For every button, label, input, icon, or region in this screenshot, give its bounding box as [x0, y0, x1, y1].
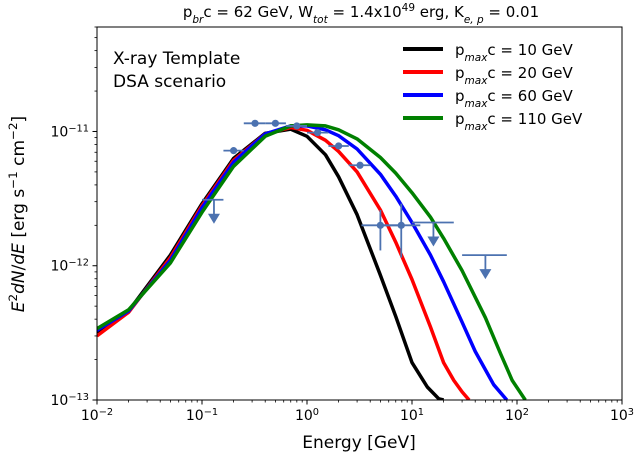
legend-item-1: pmaxc = 10 GeV [403, 41, 573, 64]
x-tick-label: 101 [400, 407, 424, 425]
x-tick-label: 103 [610, 407, 634, 425]
data-point-3 [265, 119, 286, 127]
plot-frame [96, 26, 623, 401]
data-marker [251, 119, 259, 127]
annotation-line-2: DSA scenario [113, 72, 226, 92]
upper-limit-1 [202, 198, 224, 224]
data-point-4 [285, 122, 307, 130]
legend-item-4: pmaxc = 110 GeV [403, 110, 583, 133]
data-point-9 [380, 203, 421, 258]
chart-title: pbrc = 62 GeV, Wtot = 1.4x1049 erg, Ke, … [183, 2, 539, 26]
series-line-4 [97, 123, 527, 400]
legend-item-2: pmaxc = 20 GeV [403, 64, 573, 87]
data-points [202, 119, 507, 280]
data-point-5 [307, 129, 329, 137]
upper-limit-2 [412, 221, 454, 247]
y-axis: 10−13 10−12 10−11 [50, 26, 97, 410]
data-point-1 [223, 147, 244, 155]
legend-item-3: pmaxc = 60 GeV [403, 87, 573, 110]
data-marker [271, 119, 279, 127]
legend-label: pmaxc = 110 GeV [455, 110, 583, 133]
x-tick-label: 102 [505, 407, 529, 425]
upper-limit-arrow [207, 213, 220, 224]
legend-label: pmaxc = 60 GeV [455, 87, 573, 110]
legend-label: pmaxc = 10 GeV [455, 41, 573, 64]
y-tick-label: 10−13 [50, 392, 89, 410]
legend-label: pmaxc = 20 GeV [455, 64, 573, 87]
annotation-line-1: X-ray Template [113, 49, 240, 69]
y-tick-label: 10−12 [50, 257, 89, 275]
x-tick-label: 10−2 [81, 407, 113, 425]
data-point-6 [328, 142, 349, 150]
annotation: X-ray Template DSA scenario [113, 49, 240, 92]
data-marker [397, 221, 405, 229]
data-marker [356, 161, 364, 169]
x-axis: 10−2 10−1 100 101 102 103 [81, 400, 634, 424]
x-tick-label: 100 [295, 407, 319, 425]
upper-limit-arrow [479, 269, 492, 280]
data-marker [313, 129, 322, 137]
x-tick-label: 10−1 [186, 407, 218, 425]
data-marker [230, 147, 238, 155]
data-point-7 [348, 161, 371, 169]
upper-limit-3 [462, 254, 507, 280]
x-axis-label: Energy [GeV] [302, 433, 415, 453]
data-marker [293, 122, 301, 130]
plot-area [97, 27, 622, 400]
upper-limit-arrow [427, 236, 440, 247]
data-point-2 [243, 119, 266, 127]
y-axis-label: E2dN/dE [erg s−1 cm−2] [6, 116, 29, 312]
data-marker [335, 142, 343, 150]
y-tick-label: 10−11 [50, 123, 89, 141]
